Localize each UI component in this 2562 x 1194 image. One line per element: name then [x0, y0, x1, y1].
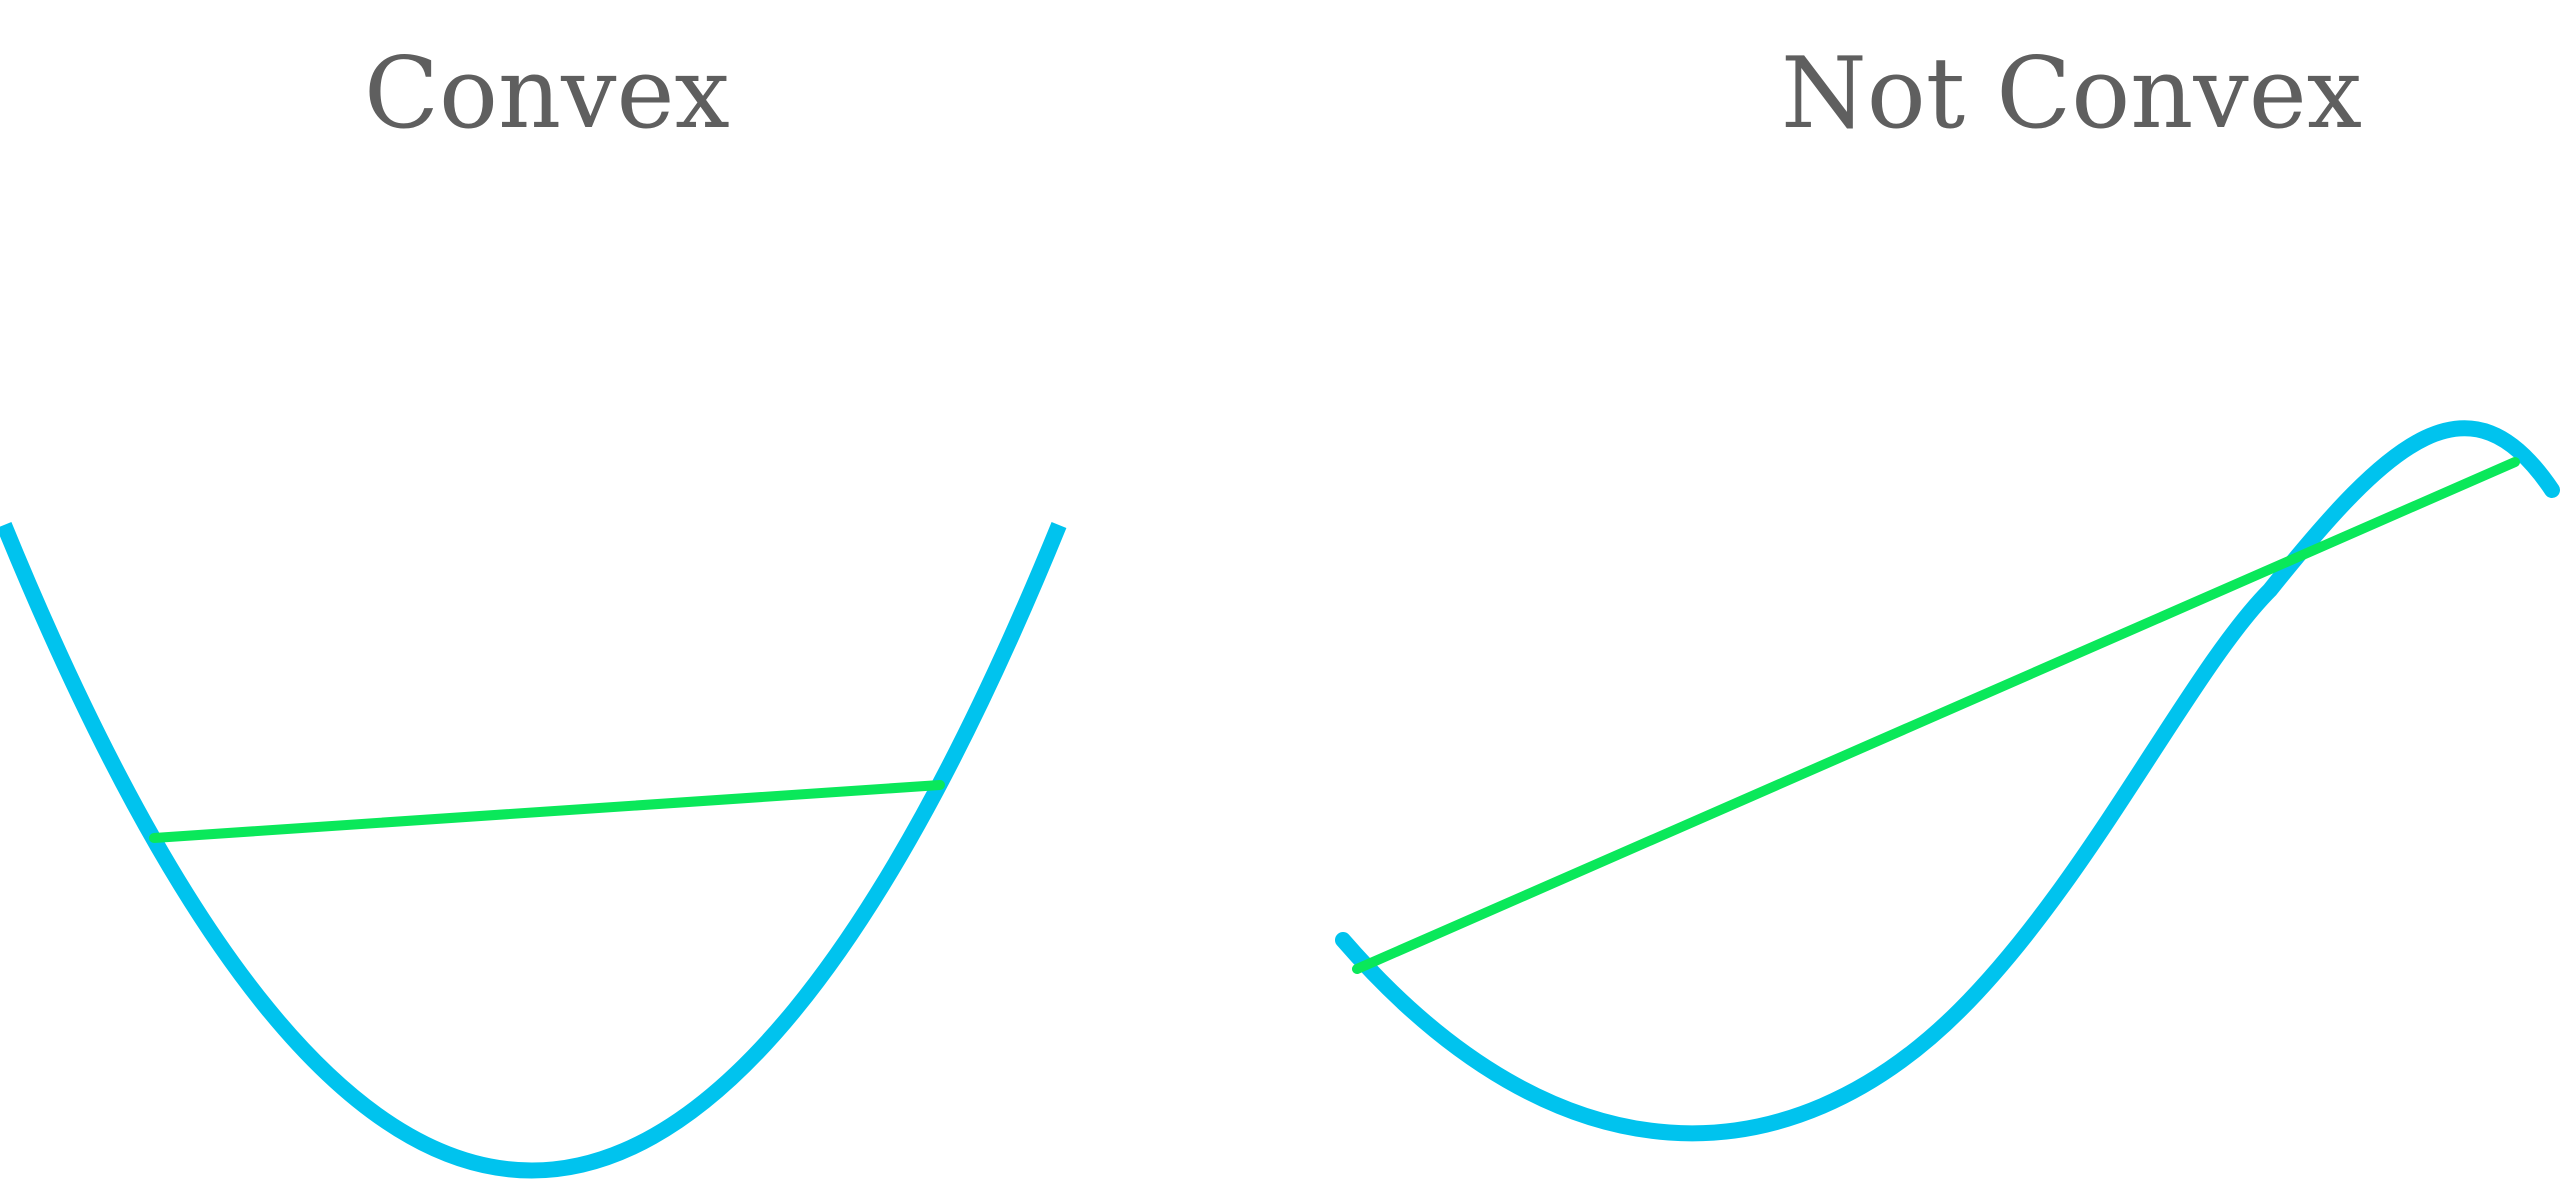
convex-title: Convex [364, 37, 730, 151]
not-convex-title: Not Convex [1781, 37, 2363, 151]
convex-chord [149, 780, 945, 843]
non-convex-chord [1352, 457, 2520, 974]
non-convex-curve [1335, 420, 2560, 1142]
convex-curve [0, 521, 1067, 1179]
